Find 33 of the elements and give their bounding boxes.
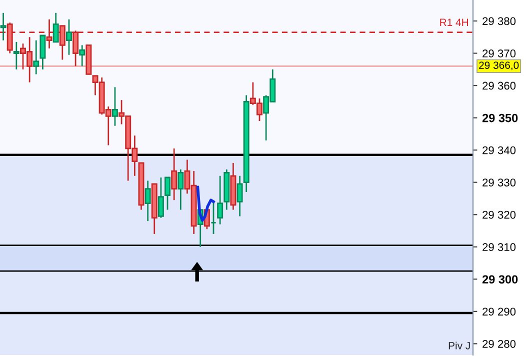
- candlestick: [236, 175, 243, 217]
- candlestick: [0, 12, 6, 42]
- y-tick-label: 29 330: [482, 178, 516, 186]
- y-tick-label: 29 280: [482, 340, 516, 348]
- y-tick-label: 29 340: [482, 146, 516, 154]
- candlestick: [158, 176, 164, 219]
- candlestick: [144, 180, 151, 222]
- ref-line-label: R1 4H: [440, 18, 468, 26]
- y-tick-label: 29 290: [482, 308, 516, 316]
- candlestick: [112, 86, 118, 127]
- candlestick: [210, 201, 216, 235]
- candlestick: [59, 25, 66, 60]
- y-tick-label: 29 320: [482, 210, 516, 219]
- candlestick: [33, 40, 40, 75]
- ref-line-label: 29 366,0: [479, 62, 519, 70]
- candlestick: [13, 41, 20, 70]
- candlestick: [79, 44, 86, 67]
- candlestick: [52, 12, 59, 43]
- y-tick-label: 29 380: [482, 17, 516, 26]
- y-tick-label: 29 310: [482, 243, 516, 252]
- candlestick: [40, 34, 46, 70]
- candlestick: [217, 175, 224, 225]
- candlestick: [164, 176, 171, 210]
- y-tick-label: 29 370: [482, 50, 516, 58]
- candlestick: [72, 30, 79, 67]
- candlestick: [66, 18, 72, 56]
- y-tick-label: 29 350: [482, 114, 518, 122]
- candlestick: [171, 148, 178, 201]
- candlestick: [46, 18, 52, 50]
- annotation: Piv J: [448, 342, 470, 350]
- y-tick-label: 29 360: [482, 82, 516, 90]
- y-tick-label: 29 300: [482, 275, 518, 284]
- candlestick: [178, 168, 184, 210]
